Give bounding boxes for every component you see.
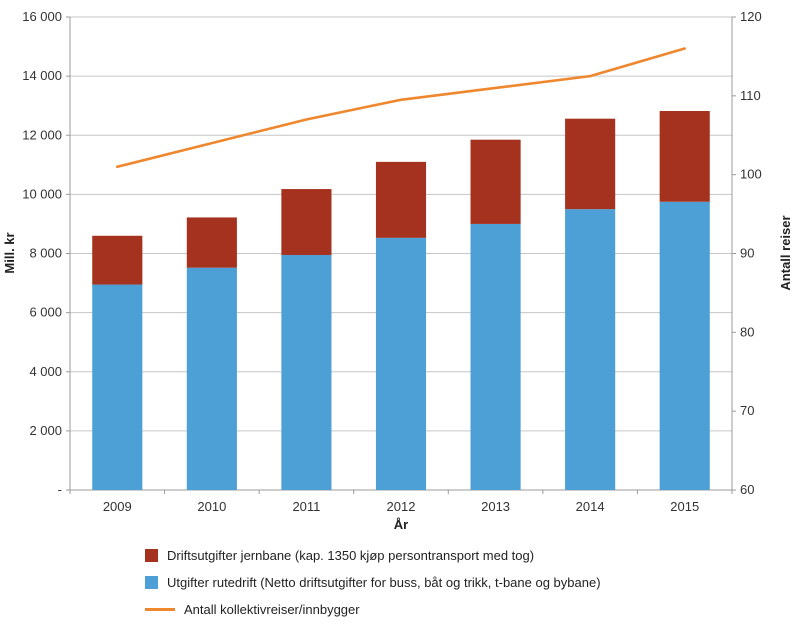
legend-item-kollektivreiser: Antall kollektivreiser/innbygger bbox=[145, 602, 800, 617]
bar-segment-rutedrift bbox=[186, 267, 237, 490]
right-axis-title: Antall reiser bbox=[778, 215, 793, 290]
bar-segment-rutedrift bbox=[375, 237, 427, 490]
left-axis-tick-label: - bbox=[58, 482, 62, 497]
legend-item-rutedrift: Utgifter rutedrift (Netto driftsutgifter… bbox=[145, 575, 800, 590]
chart-svg: Mill. kr Antall reiser År - 2 000 4 000 6 0… bbox=[2, 9, 793, 532]
x-axis-tick-label: 2010 bbox=[197, 499, 226, 514]
trend-line-kollektivreiser bbox=[115, 47, 687, 169]
bar-segment-jernbane bbox=[470, 139, 521, 224]
left-axis-tick-label: 10 000 bbox=[22, 186, 62, 201]
x-axis-tick-label: 2011 bbox=[292, 499, 320, 514]
left-axis-tick-label: 12 000 bbox=[22, 127, 62, 142]
bar-segment-jernbane bbox=[281, 189, 332, 255]
left-axis-tick-label: 6 000 bbox=[29, 305, 62, 320]
bar-segment-jernbane bbox=[186, 217, 237, 268]
x-axis-tick-label: 2009 bbox=[103, 499, 132, 514]
bar-segment-rutedrift bbox=[565, 209, 616, 490]
legend-item-jernbane: Driftsutgifter jernbane (kap. 1350 kjøp … bbox=[145, 548, 800, 563]
right-axis-tick-label: 80 bbox=[740, 324, 754, 339]
left-axis-title: Mill. kr bbox=[2, 232, 17, 273]
right-axis-tick-label: 90 bbox=[740, 246, 754, 261]
x-axis-tick-label: 2015 bbox=[670, 499, 699, 514]
left-axis-tick-label: 14 000 bbox=[22, 68, 62, 83]
right-axis-tick-label: 100 bbox=[740, 167, 762, 182]
right-axis-tick-label: 120 bbox=[740, 9, 762, 24]
x-axis-tick-label: 2012 bbox=[387, 499, 416, 514]
bar-segment-rutedrift bbox=[92, 284, 143, 490]
left-axis-tick-label: 16 000 bbox=[22, 9, 62, 24]
right-axis-tick-label: 60 bbox=[740, 482, 754, 497]
left-axis-tick-label: 4 000 bbox=[29, 364, 62, 379]
bar-segment-rutedrift bbox=[281, 254, 332, 490]
legend-swatch-jernbane bbox=[145, 549, 158, 562]
x-axis-tick-label: 2013 bbox=[481, 499, 510, 514]
legend-label-kollektivreiser: Antall kollektivreiser/innbygger bbox=[184, 602, 360, 617]
bar-segment-jernbane bbox=[92, 235, 143, 285]
right-axis-tick-label: 70 bbox=[740, 403, 754, 418]
legend-swatch-rutedrift bbox=[145, 576, 158, 589]
bar-segment-rutedrift bbox=[659, 201, 710, 490]
x-axis-tick-label: 2014 bbox=[576, 499, 605, 514]
legend-label-jernbane: Driftsutgifter jernbane (kap. 1350 kjøp … bbox=[167, 548, 535, 563]
x-axis-title: År bbox=[394, 517, 408, 532]
bar-segment-jernbane bbox=[659, 111, 710, 202]
bar-segment-jernbane bbox=[375, 161, 427, 238]
chart-legend: Driftsutgifter jernbane (kap. 1350 kjøp … bbox=[0, 540, 800, 617]
bar-segment-rutedrift bbox=[470, 223, 521, 490]
left-axis-tick-label: 2 000 bbox=[29, 423, 62, 438]
left-axis-tick-label: 8 000 bbox=[29, 246, 62, 261]
right-axis-tick-label: 110 bbox=[740, 88, 761, 103]
legend-label-rutedrift: Utgifter rutedrift (Netto driftsutgifter… bbox=[167, 575, 601, 590]
bar-segment-jernbane bbox=[565, 118, 616, 210]
legend-swatch-kollektivreiser-line bbox=[145, 608, 175, 611]
